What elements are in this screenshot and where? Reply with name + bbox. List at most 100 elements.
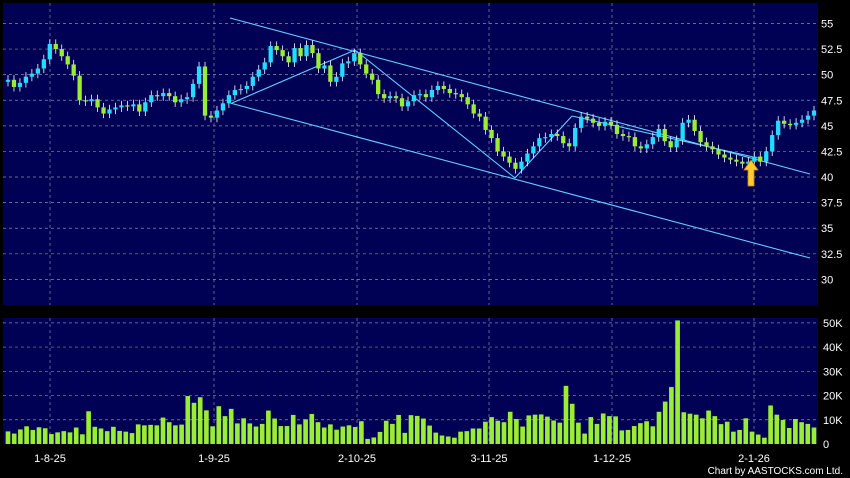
candle-body [298,48,303,57]
volume-bar [638,423,643,444]
volume-bar [365,438,370,444]
candle-body [728,157,733,160]
candle-body [208,115,214,118]
candle-body [304,44,309,57]
volume-bar [594,423,600,444]
price-tick-label: 37.5 [821,198,842,210]
candle-body [346,61,351,64]
volume-bar [49,434,54,444]
volume-bar [731,431,736,444]
volume-bar [644,421,649,444]
candle-body [167,93,172,97]
volume-bar [334,429,339,444]
candle-body [143,102,148,112]
candle-body [352,53,357,62]
candle-body [799,119,805,123]
volume-bar [284,426,290,444]
candle-body [722,154,727,158]
candle-body [590,118,596,123]
price-tick-label: 30 [821,274,833,286]
candle-body [35,68,41,74]
date-tick-label: 3-11-25 [470,453,507,465]
volume-bar [464,431,470,444]
volume-bar [42,428,48,444]
candle-body [358,53,363,65]
candle-body [656,128,661,138]
volume-bar [216,406,222,444]
candle-body [77,75,82,101]
volume-bar [408,415,414,444]
candle-body [71,64,76,76]
volume-tick-label: 20K [823,391,843,403]
candle-body [53,43,58,50]
volume-tick-label: 30K [823,366,843,378]
volume-bar [179,424,184,444]
volume-bar [210,426,215,444]
volume-bar [297,424,302,444]
volume-bar [123,431,129,444]
candle-body [525,153,530,162]
candle-body [811,110,817,116]
candle-body [698,130,703,143]
price-tick-label: 45 [821,121,833,133]
candle-body [190,83,196,98]
volume-bar [92,426,98,444]
candle-body [262,62,267,70]
date-tick-label: 1-12-25 [593,453,631,465]
volume-bar [67,432,73,444]
candle-body [543,137,548,139]
volume-bar [266,410,271,444]
volume-bar [495,420,501,444]
candlesticks [5,39,817,174]
volume-bar [241,418,246,444]
volume-bar [253,426,259,444]
volume-bar [359,421,364,444]
candle-body [376,79,381,95]
candle-body [752,156,757,162]
candle-body [131,104,136,107]
candle-body [573,127,578,147]
candle-body [549,134,554,138]
volume-bar [588,417,594,444]
candle-body [125,105,130,107]
candle-body [149,95,154,103]
candle-body [59,49,64,57]
candle-body [364,64,369,74]
price-tick-label: 32.5 [821,249,842,261]
volume-bar [532,414,538,444]
candle-body [65,56,70,65]
date-tick-label: 2-10-25 [338,453,376,465]
volume-bar [706,410,711,444]
volume-bar [458,431,463,444]
volume-bar [669,387,674,444]
volume-bar [272,418,277,444]
volume-bar [445,436,451,444]
volume-bar [340,426,346,444]
volume-bar [631,426,637,444]
volume-bar [786,428,792,444]
candle-body [805,115,811,120]
candle-body [567,143,572,147]
candle-body [674,140,679,148]
candle-body [29,73,35,77]
volume-bar [768,405,773,444]
candle-body [501,151,506,157]
candle-body [471,104,476,114]
candle-body [119,105,124,108]
candle-body [429,90,435,98]
date-axis: 1-8-25 1-9-25 2-10-25 3-11-25 1-12-25 2-1-26 [34,453,770,465]
candle-body [477,113,482,117]
volume-bar [197,397,203,444]
volume-bar [662,401,668,444]
candle-body [310,44,315,54]
volume-bar [470,428,476,444]
candle-body [644,144,649,149]
volume-bar [98,428,104,444]
volume-bar [290,414,296,444]
candle-body [155,95,160,97]
volume-bar [185,396,191,444]
volume-tick-label: 10K [823,415,843,427]
candle-body [83,100,88,102]
candle-body [334,76,339,82]
volume-bar [222,416,228,444]
